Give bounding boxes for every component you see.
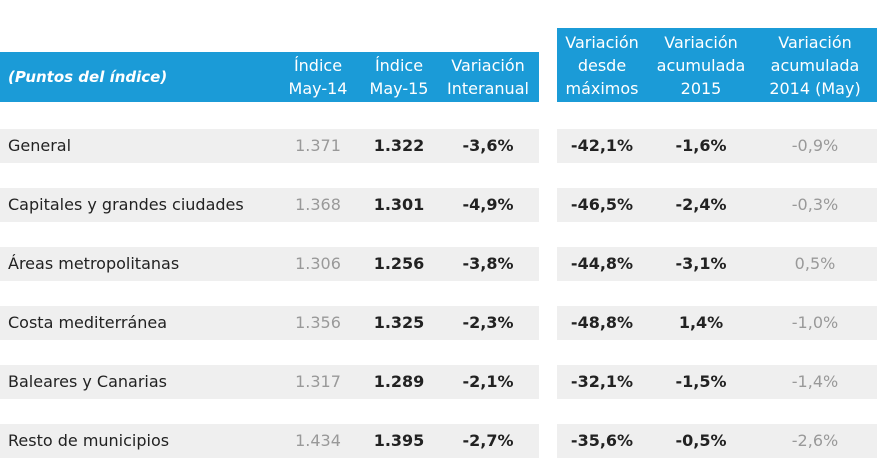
right-header bbox=[557, 28, 877, 102]
row-band bbox=[0, 424, 539, 458]
cell-value: 1.325 bbox=[373, 313, 425, 332]
row-label: Resto de municipios bbox=[8, 431, 170, 450]
row-band bbox=[557, 129, 877, 163]
cell-value: 1.368 bbox=[295, 195, 341, 214]
header-line: desde bbox=[577, 55, 627, 75]
row-label: Baleares y Canarias bbox=[8, 372, 168, 391]
cell-value: 1.317 bbox=[295, 372, 341, 391]
header-line: acumulada bbox=[656, 55, 746, 75]
cell-value: -2,3% bbox=[462, 313, 514, 332]
cell-value: 0,5% bbox=[794, 254, 836, 273]
header-line: Índice bbox=[293, 56, 343, 75]
row-band bbox=[0, 129, 539, 163]
cell-value: 1.301 bbox=[373, 195, 425, 214]
header-line: Variación bbox=[664, 32, 738, 52]
column-header: Variación Interanual bbox=[440, 52, 536, 102]
cell-value: -4,9% bbox=[462, 195, 514, 214]
row-label: Costa mediterránea bbox=[8, 313, 168, 332]
header-line: acumulada bbox=[770, 55, 860, 75]
cell-value: -0,9% bbox=[791, 136, 839, 155]
row-band bbox=[557, 188, 877, 222]
cell-value: 1.434 bbox=[295, 431, 341, 450]
cell-value: -46,5% bbox=[570, 195, 634, 214]
header-line: máximos bbox=[565, 78, 639, 98]
cell-value: -3,8% bbox=[462, 254, 514, 273]
row-band bbox=[557, 365, 877, 399]
cell-value: -42,1% bbox=[570, 136, 634, 155]
cell-value: 1.395 bbox=[373, 431, 425, 450]
cell-value: 1.289 bbox=[373, 372, 425, 391]
table-title: (Puntos del índice) bbox=[8, 68, 168, 86]
row-band bbox=[557, 424, 877, 458]
left-header bbox=[0, 52, 539, 102]
column-header: Variación desde máximos bbox=[556, 28, 648, 102]
cell-value: 1,4% bbox=[678, 313, 724, 332]
column-header: Variación acumulada 2014 (May) bbox=[760, 28, 870, 102]
column-header: Índice May-14 bbox=[278, 52, 358, 102]
row-label: Áreas metropolitanas bbox=[8, 254, 180, 273]
header-line: May-15 bbox=[369, 79, 429, 98]
cell-value: 1.256 bbox=[373, 254, 425, 273]
cell-value: -3,6% bbox=[462, 136, 514, 155]
row-band bbox=[0, 188, 539, 222]
header-line: Variación bbox=[451, 56, 525, 75]
cell-value: -48,8% bbox=[570, 313, 634, 332]
cell-value: 1.371 bbox=[295, 136, 341, 155]
cell-value: -2,7% bbox=[462, 431, 514, 450]
header-line: 2015 bbox=[680, 78, 722, 98]
header-line: Interanual bbox=[447, 79, 529, 98]
cell-value: -1,5% bbox=[675, 372, 727, 391]
cell-value: -2,1% bbox=[462, 372, 514, 391]
cell-value: -3,1% bbox=[675, 254, 727, 273]
header-line: 2014 (May) bbox=[769, 78, 861, 98]
cell-value: -1,4% bbox=[791, 372, 839, 391]
header-line: Variación bbox=[565, 32, 639, 52]
cell-value: -0,3% bbox=[791, 195, 839, 214]
row-band bbox=[557, 247, 877, 281]
cell-value: -35,6% bbox=[570, 431, 634, 450]
column-header: Índice May-15 bbox=[359, 52, 439, 102]
cell-value: -2,4% bbox=[675, 195, 727, 214]
header-line: Variación bbox=[778, 32, 852, 52]
cell-value: -1,0% bbox=[791, 313, 839, 332]
cell-value: -44,8% bbox=[570, 254, 634, 273]
cell-value: -32,1% bbox=[570, 372, 634, 391]
cell-value: 1.306 bbox=[295, 254, 341, 273]
row-label: General bbox=[8, 136, 72, 155]
row-band bbox=[0, 247, 539, 281]
header-line: Índice bbox=[374, 56, 424, 75]
header-line: May-14 bbox=[288, 79, 348, 98]
cell-value: 1.322 bbox=[373, 136, 425, 155]
cell-value: -2,6% bbox=[791, 431, 839, 450]
column-header: Variación acumulada 2015 bbox=[649, 28, 753, 102]
row-label: Capitales y grandes ciudades bbox=[8, 195, 244, 214]
cell-value: -0,5% bbox=[675, 431, 727, 450]
row-band bbox=[0, 365, 539, 399]
cell-value: 1.356 bbox=[295, 313, 341, 332]
cell-value: -1,6% bbox=[675, 136, 727, 155]
row-band bbox=[0, 306, 539, 340]
row-band bbox=[557, 306, 877, 340]
